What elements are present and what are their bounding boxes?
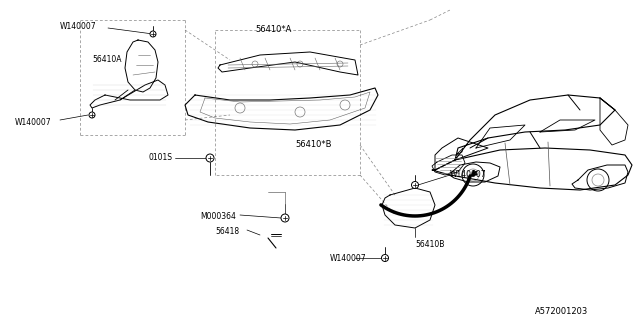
Circle shape — [412, 181, 419, 188]
Circle shape — [592, 174, 604, 186]
Text: 56410*B: 56410*B — [295, 140, 332, 149]
Circle shape — [206, 154, 214, 162]
Text: M000364: M000364 — [200, 212, 236, 221]
Text: 56418: 56418 — [215, 227, 239, 236]
Circle shape — [337, 61, 343, 67]
Circle shape — [295, 107, 305, 117]
Text: W140007: W140007 — [60, 22, 97, 31]
Circle shape — [235, 103, 245, 113]
Circle shape — [467, 169, 479, 181]
Circle shape — [340, 100, 350, 110]
Circle shape — [252, 61, 258, 67]
Circle shape — [381, 254, 388, 261]
Circle shape — [150, 31, 156, 37]
Circle shape — [89, 112, 95, 118]
Circle shape — [587, 169, 609, 191]
Circle shape — [462, 164, 484, 186]
Text: W140007: W140007 — [330, 254, 367, 263]
Text: 56410A: 56410A — [92, 55, 122, 64]
Text: W140007: W140007 — [450, 170, 486, 179]
Text: 56410B: 56410B — [415, 240, 444, 249]
Text: 0101S: 0101S — [148, 153, 172, 162]
Circle shape — [281, 214, 289, 222]
Text: W140007: W140007 — [15, 118, 52, 127]
Text: A572001203: A572001203 — [535, 307, 588, 316]
Circle shape — [297, 61, 303, 67]
Text: 56410*A: 56410*A — [255, 25, 291, 34]
